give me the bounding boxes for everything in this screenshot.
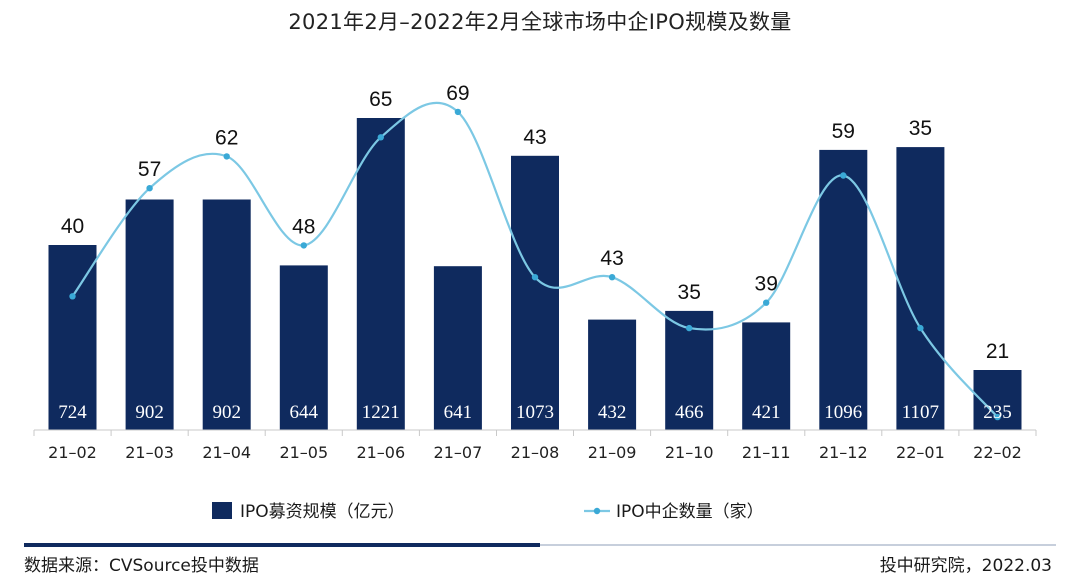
bar-21–07 <box>433 266 482 430</box>
count-point-21–08 <box>531 274 539 281</box>
footer-source: 数据来源：CVSource投中数据 <box>24 556 259 576</box>
count-value-label: 40 <box>61 215 84 238</box>
count-point-21–05 <box>300 242 307 249</box>
legend: IPO募资规模（亿元） IPO中企数量（家） <box>212 502 764 522</box>
labels-layer: 724 902 902 644 1221 641 1073 432 466 421 1096 1107… <box>58 82 1012 423</box>
x-tick-label: 21–04 <box>202 443 251 462</box>
count-value-label: 62 <box>215 126 238 149</box>
x-axis: 21–02 21–03 21–04 21–05 21–06 21–07 21–08 21–09… <box>33 429 1037 462</box>
count-point-21–04 <box>223 153 230 160</box>
x-tick-label: 21–03 <box>125 443 174 462</box>
x-tick-label: 21–10 <box>665 443 714 462</box>
count-value-label: 43 <box>523 126 546 149</box>
bar-value-label: 1096 <box>824 402 862 423</box>
x-tick-label: 21–07 <box>434 443 483 462</box>
count-point-21–07 <box>454 108 462 116</box>
bar-21–06 <box>356 118 405 430</box>
bar-value-label: 421 <box>752 402 781 423</box>
bar-value-label: 466 <box>675 402 704 423</box>
count-point-21–11 <box>763 299 770 306</box>
x-tick-label: 21–09 <box>588 443 637 462</box>
bar-21–02 <box>48 245 97 430</box>
bars-layer <box>48 118 1022 431</box>
count-point-21–12 <box>840 172 847 179</box>
count-point-21–06 <box>377 134 384 141</box>
chart-title: 2021年2月–2022年2月全球市场中企IPO规模及数量 <box>288 10 792 34</box>
count-point-22–01 <box>917 324 924 332</box>
footer-credit: 投中研究院，2022.03 <box>879 556 1052 576</box>
bar-value-label: 724 <box>58 402 87 423</box>
footer-rule-light <box>540 544 1056 546</box>
bar-value-label: 902 <box>135 402 164 423</box>
bar-22–01 <box>896 147 945 430</box>
x-tick-label: 22–02 <box>973 443 1022 462</box>
x-tick-label: 21–05 <box>279 443 328 462</box>
count-value-label: 59 <box>832 120 855 143</box>
legend-line-label: IPO中企数量（家） <box>616 502 764 522</box>
x-tick-label: 21–12 <box>819 443 868 462</box>
count-point-21–10 <box>686 324 693 332</box>
legend-bar-swatch <box>212 502 232 519</box>
legend-bar-label: IPO募资规模（亿元） <box>240 502 405 522</box>
bar-21–11 <box>742 322 791 430</box>
x-tick-label: 21–08 <box>511 443 560 462</box>
count-value-label: 35 <box>678 281 701 304</box>
count-point-21–03 <box>146 185 153 192</box>
bar-value-label: 641 <box>444 402 473 423</box>
bar-value-label: 1073 <box>516 402 554 423</box>
bar-value-label: 1221 <box>362 402 400 423</box>
count-value-label: 57 <box>138 158 161 181</box>
bar-value-label: 432 <box>598 402 627 423</box>
count-value-label: 43 <box>600 247 623 270</box>
count-value-label: 39 <box>755 273 778 296</box>
footer-rule-dark <box>24 543 540 547</box>
count-value-label: 35 <box>909 117 932 140</box>
x-tick-label: 22–01 <box>896 443 945 462</box>
count-point-21–02 <box>69 293 76 300</box>
x-tick-label: 21–06 <box>356 443 405 462</box>
count-value-label: 21 <box>986 340 1009 363</box>
count-value-label: 48 <box>292 215 315 238</box>
x-tick-label: 21–11 <box>742 443 791 462</box>
bar-21–04 <box>202 199 251 430</box>
bar-21–12 <box>819 149 868 430</box>
count-point-21–09 <box>608 274 616 281</box>
count-point-22–02 <box>994 413 1001 421</box>
x-tick-label: 21–02 <box>48 443 97 462</box>
bar-21–08 <box>511 155 559 431</box>
count-value-label: 69 <box>446 82 469 105</box>
bar-21–05 <box>279 265 328 430</box>
bar-value-label: 644 <box>290 402 319 423</box>
line-layer <box>69 101 1001 421</box>
bar-value-label: 235 <box>983 402 1012 423</box>
bar-21–03 <box>125 199 174 430</box>
bar-21–09 <box>588 319 637 430</box>
legend-line-marker <box>593 507 601 515</box>
count-value-label: 65 <box>369 88 392 111</box>
bar-value-label: 1107 <box>902 402 939 423</box>
bar-value-label: 902 <box>212 402 241 423</box>
